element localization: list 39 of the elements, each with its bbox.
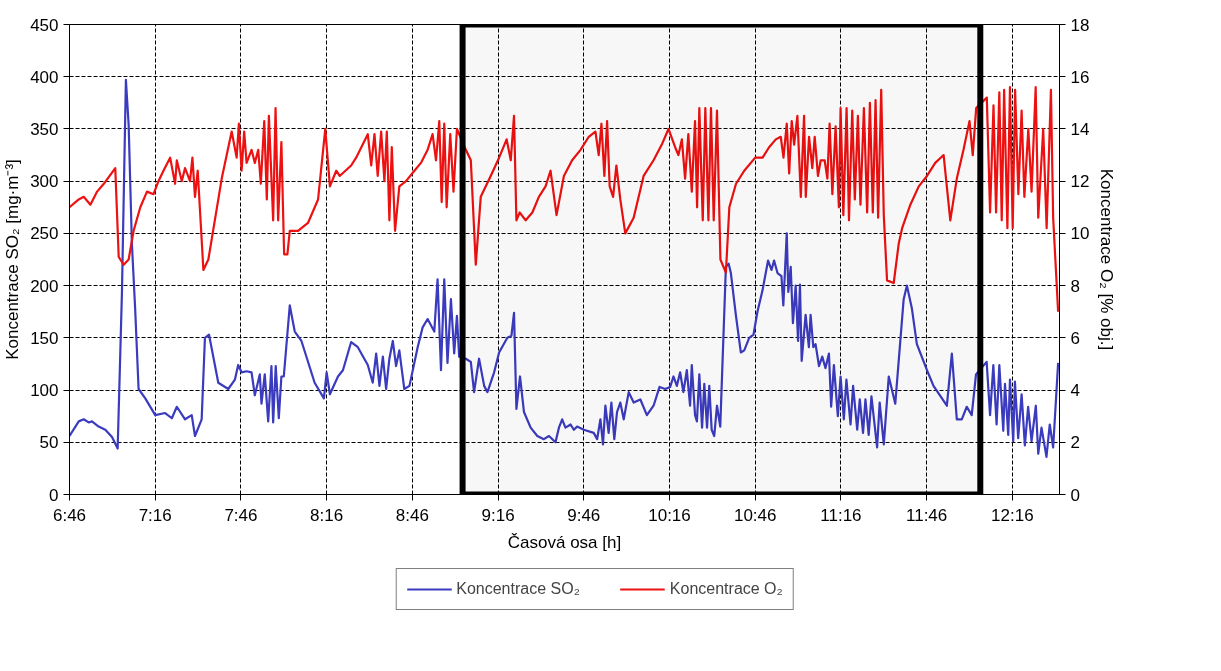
legend-label: Koncentrace O₂	[669, 580, 783, 598]
y-tick-label: 450	[30, 15, 59, 35]
y2-axis-title: Koncentrace O₂ [% obj.]	[1097, 168, 1117, 351]
x-tick-label: 7:46	[224, 505, 258, 525]
y2-tick-label: 14	[1070, 119, 1090, 139]
x-tick-label: 10:16	[648, 505, 691, 525]
y2-tick-label: 6	[1070, 328, 1080, 348]
y2-tick-label: 18	[1070, 15, 1090, 35]
legend-label: Koncentrace SO₂	[456, 580, 580, 598]
y-tick-label: 350	[30, 119, 59, 139]
y-tick-label: 150	[30, 328, 59, 348]
x-tick-label: 10:46	[733, 505, 777, 525]
x-tick-label: 11:46	[906, 505, 948, 525]
y2-tick-label: 4	[1070, 381, 1080, 401]
x-tick-label: 8:46	[395, 505, 429, 525]
x-tick-label: 11:16	[820, 505, 862, 525]
line-series	[69, 78, 1060, 458]
y-tick-label: 0	[49, 485, 59, 505]
y-tick-label: 50	[39, 433, 59, 453]
y2-tick-label: 16	[1070, 67, 1090, 87]
y2-tick-label: 2	[1070, 433, 1080, 453]
y-axis-title: Koncentrace SO₂ [mg·m⁻³]	[3, 159, 23, 360]
x-tick-label: 9:46	[567, 505, 601, 525]
y-tick-label: 250	[30, 224, 59, 244]
x-tick-label: 7:16	[138, 505, 172, 525]
x-tick-label: 9:16	[481, 505, 515, 525]
y2-tick-label: 8	[1070, 276, 1080, 296]
y2-tick-label: 12	[1070, 172, 1090, 192]
y-tick-label: 200	[30, 276, 59, 296]
x-tick-label: 8:16	[310, 505, 344, 525]
x-tick-label: 6:46	[52, 505, 87, 525]
y-tick-label: 400	[30, 67, 59, 87]
y2-tick-label: 10	[1070, 224, 1090, 244]
y-tick-label: 300	[30, 172, 59, 192]
y2-tick-label: 0	[1070, 485, 1080, 505]
x-axis-title: Časová osa [h]	[507, 532, 622, 552]
y-tick-label: 100	[30, 381, 59, 401]
line-series	[69, 86, 1060, 313]
x-tick-label: 12:16	[991, 505, 1034, 525]
